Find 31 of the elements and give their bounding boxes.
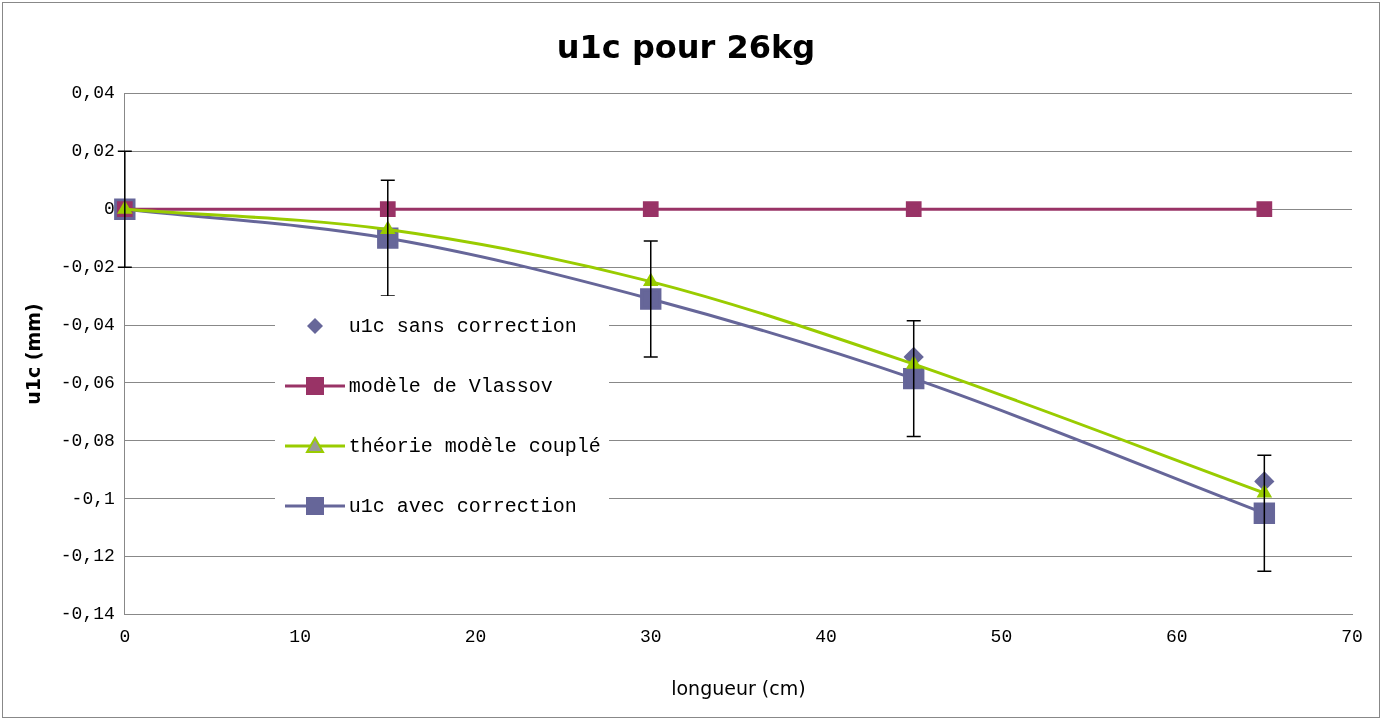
point bbox=[905, 201, 922, 218]
y-tick-label: -0,12 bbox=[60, 546, 115, 567]
y-tick-label: -0,04 bbox=[60, 314, 115, 335]
x-tick-label: 10 bbox=[289, 627, 311, 648]
point bbox=[1253, 502, 1276, 524]
chart-title: u1c pour 26kg bbox=[556, 27, 816, 66]
point bbox=[640, 288, 662, 310]
x-tick-label: 40 bbox=[815, 627, 837, 648]
y-tick-label: -0,1 bbox=[71, 488, 115, 509]
x-tick-label: 60 bbox=[1165, 627, 1188, 648]
y-tick-label: -0,02 bbox=[60, 256, 115, 277]
y-tick-label: -0,08 bbox=[60, 430, 115, 451]
x-tick-label: 30 bbox=[639, 627, 662, 648]
y-tick-label: 0 bbox=[104, 198, 115, 219]
y-tick-label: 0,04 bbox=[71, 83, 115, 104]
legend-label: modèle de Vlassov bbox=[348, 374, 553, 398]
y-axis-title: u1c (mm) bbox=[22, 303, 45, 405]
point bbox=[903, 367, 925, 390]
legend-label: théorie modèle couplé bbox=[348, 434, 601, 458]
x-tick-label: 20 bbox=[464, 627, 487, 648]
y-tick-label: -0,14 bbox=[60, 604, 115, 625]
point bbox=[1256, 201, 1273, 218]
y-tick-label: -0,06 bbox=[60, 372, 115, 393]
x-tick-label: 50 bbox=[990, 627, 1013, 648]
legend-label: u1c sans correction bbox=[348, 314, 577, 338]
y-tick-label: 0,02 bbox=[71, 141, 115, 162]
point bbox=[642, 201, 659, 218]
legend-label: u1c avec correction bbox=[348, 494, 577, 518]
x-tick-label: 0 bbox=[119, 627, 131, 648]
x-tick-label: 70 bbox=[1341, 627, 1363, 648]
x-axis-title: longueur (cm) bbox=[671, 676, 806, 699]
